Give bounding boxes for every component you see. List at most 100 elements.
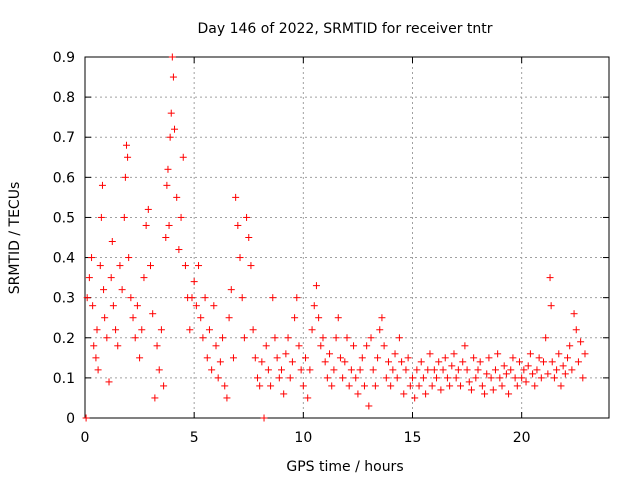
data-point <box>245 234 253 241</box>
data-point <box>105 378 113 386</box>
data-point <box>577 338 585 346</box>
data-point <box>343 334 351 342</box>
data-point <box>371 382 379 390</box>
data-point <box>149 310 157 318</box>
data-point <box>97 213 105 221</box>
tick-labels: 0 0.1 0.2 0.3 0.4 0.5 0.6 0.7 0.8 0.9 0 5 10 15 20 <box>53 50 531 446</box>
x-tick-label: 15 <box>404 430 422 446</box>
y-tick-label: 0.5 <box>53 210 75 226</box>
data-point <box>406 382 414 390</box>
data-point <box>461 342 469 350</box>
data-point <box>546 274 554 282</box>
data-point <box>225 314 233 322</box>
data-point <box>441 354 449 362</box>
data-point <box>165 221 173 229</box>
data-point <box>256 382 264 390</box>
data-point <box>398 358 406 366</box>
data-point <box>511 374 519 382</box>
data-point <box>299 382 307 390</box>
data-point <box>162 234 170 241</box>
plot-frame <box>84 56 610 419</box>
data-point <box>522 378 530 386</box>
data-point <box>489 386 497 394</box>
data-point <box>90 342 98 350</box>
data-point <box>103 334 111 342</box>
data-point <box>89 302 97 310</box>
data-point <box>415 382 423 390</box>
data-point <box>282 350 290 358</box>
data-point <box>291 314 299 322</box>
data-point <box>251 354 259 362</box>
data-point <box>341 358 349 366</box>
x-tick-label: 5 <box>190 430 199 446</box>
data-point <box>360 382 368 390</box>
data-point <box>363 342 371 350</box>
data-point <box>190 278 198 286</box>
data-point <box>232 193 240 201</box>
data-point <box>430 366 438 374</box>
data-point <box>168 53 176 61</box>
data-point <box>547 302 555 310</box>
data-point <box>463 366 471 374</box>
data-point <box>474 366 482 374</box>
data-point <box>108 238 116 246</box>
data-point <box>350 342 358 350</box>
data-point <box>326 350 334 358</box>
data-point <box>179 153 187 161</box>
data-point <box>454 366 462 374</box>
data-point <box>459 358 467 366</box>
data-point <box>570 310 578 318</box>
x-tick-label: 0 <box>81 430 90 446</box>
data-point <box>286 374 294 382</box>
data-point <box>163 181 171 189</box>
y-tick-label: 0.7 <box>53 130 75 146</box>
data-point <box>267 382 275 390</box>
data-point <box>116 262 124 270</box>
data-point <box>330 366 338 374</box>
data-point <box>520 366 528 374</box>
data-point <box>515 358 523 366</box>
y-tick-label: 0.2 <box>53 331 75 347</box>
data-point <box>306 366 314 374</box>
data-point <box>404 354 412 362</box>
data-point <box>192 302 200 310</box>
data-point <box>297 366 305 374</box>
data-point <box>317 342 325 350</box>
data-point <box>574 358 582 366</box>
data-point <box>201 294 209 302</box>
data-point <box>452 374 460 382</box>
data-point <box>219 334 227 342</box>
data-point <box>465 378 473 386</box>
data-point <box>280 390 288 398</box>
data-point <box>529 370 537 378</box>
data-point <box>308 326 316 334</box>
data-point <box>352 374 360 382</box>
data-point <box>323 374 331 382</box>
data-point <box>136 354 144 362</box>
data-point <box>173 193 181 201</box>
data-point <box>205 326 213 334</box>
data-point <box>437 386 445 394</box>
data-point <box>96 262 104 270</box>
data-point <box>339 374 347 382</box>
data-point <box>526 350 534 358</box>
data-point <box>133 302 141 310</box>
data-point <box>524 362 532 370</box>
data-point <box>400 390 408 398</box>
data-point <box>229 354 237 362</box>
data-point <box>94 366 102 374</box>
data-point <box>214 374 222 382</box>
data-point <box>155 366 163 374</box>
data-point <box>223 394 231 402</box>
data-point <box>393 374 401 382</box>
data-point <box>167 109 175 117</box>
data-point <box>210 302 218 310</box>
data-point <box>446 382 454 390</box>
y-tick-label: 0.6 <box>53 170 75 186</box>
data-point <box>144 205 152 213</box>
data-point <box>83 294 91 302</box>
y-tick-label: 0 <box>66 411 75 427</box>
y-tick-label: 0.1 <box>53 371 75 387</box>
data-point <box>564 354 572 362</box>
